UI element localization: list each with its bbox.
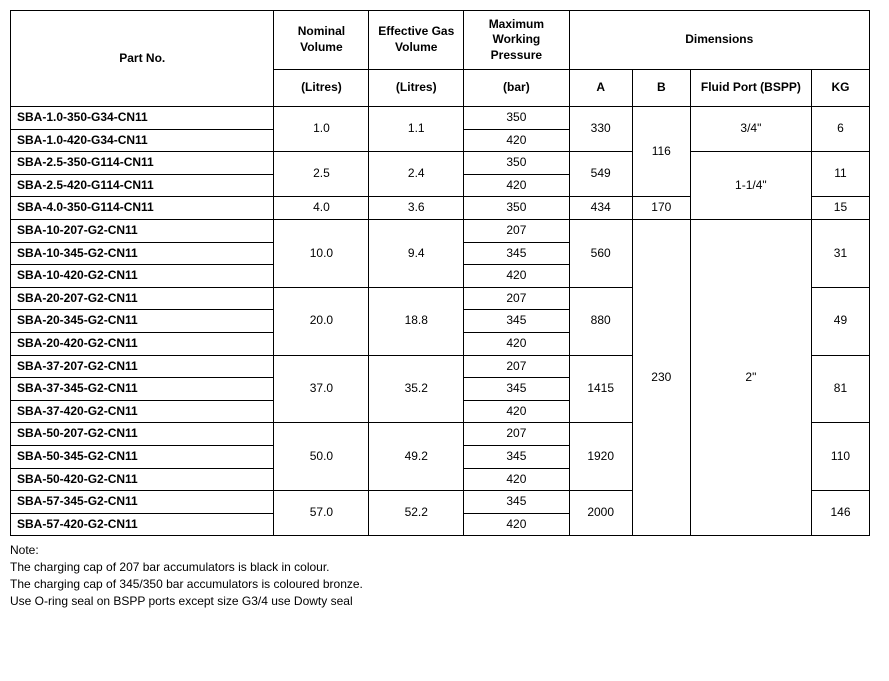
cell-kg: 110 xyxy=(811,423,869,491)
cell-max-working-pressure: 345 xyxy=(464,242,569,265)
header-kg: KG xyxy=(811,70,869,107)
cell-part-no: SBA-20-207-G2-CN11 xyxy=(11,287,274,310)
cell-max-working-pressure: 350 xyxy=(464,152,569,175)
header-a: A xyxy=(569,70,632,107)
cell-max-working-pressure: 345 xyxy=(464,310,569,333)
cell-part-no: SBA-37-420-G2-CN11 xyxy=(11,400,274,423)
notes-line: The charging cap of 345/350 bar accumula… xyxy=(10,576,870,593)
cell-dim-b: 230 xyxy=(632,219,690,535)
cell-fluid-port: 2" xyxy=(690,219,811,535)
cell-max-working-pressure: 420 xyxy=(464,265,569,288)
cell-part-no: SBA-57-345-G2-CN11 xyxy=(11,491,274,514)
cell-dim-a: 1415 xyxy=(569,355,632,423)
cell-kg: 146 xyxy=(811,491,869,536)
header-max-working-pressure: Maximum Working Pressure xyxy=(464,11,569,70)
cell-part-no: SBA-1.0-420-G34-CN11 xyxy=(11,129,274,152)
cell-max-working-pressure: 350 xyxy=(464,107,569,130)
cell-nominal-volume: 37.0 xyxy=(274,355,369,423)
cell-part-no: SBA-50-345-G2-CN11 xyxy=(11,445,274,468)
table-body: SBA-1.0-350-G34-CN111.01.13503301163/4"6… xyxy=(11,107,870,536)
cell-max-working-pressure: 420 xyxy=(464,513,569,536)
cell-fluid-port: 3/4" xyxy=(690,107,811,152)
table-row: SBA-1.0-350-G34-CN111.01.13503301163/4"6 xyxy=(11,107,870,130)
cell-effective-gas-volume: 18.8 xyxy=(369,287,464,355)
cell-nominal-volume: 57.0 xyxy=(274,491,369,536)
cell-part-no: SBA-20-345-G2-CN11 xyxy=(11,310,274,333)
cell-max-working-pressure: 420 xyxy=(464,400,569,423)
cell-max-working-pressure: 207 xyxy=(464,355,569,378)
cell-dim-a: 880 xyxy=(569,287,632,355)
cell-max-working-pressure: 420 xyxy=(464,468,569,491)
cell-effective-gas-volume: 1.1 xyxy=(369,107,464,152)
cell-part-no: SBA-20-420-G2-CN11 xyxy=(11,332,274,355)
cell-max-working-pressure: 345 xyxy=(464,445,569,468)
cell-max-working-pressure: 420 xyxy=(464,129,569,152)
cell-max-working-pressure: 345 xyxy=(464,491,569,514)
cell-nominal-volume: 10.0 xyxy=(274,219,369,287)
cell-effective-gas-volume: 52.2 xyxy=(369,491,464,536)
cell-nominal-volume: 2.5 xyxy=(274,152,369,197)
cell-part-no: SBA-50-420-G2-CN11 xyxy=(11,468,274,491)
cell-part-no: SBA-10-207-G2-CN11 xyxy=(11,219,274,242)
cell-nominal-volume: 50.0 xyxy=(274,423,369,491)
cell-max-working-pressure: 207 xyxy=(464,423,569,446)
cell-max-working-pressure: 207 xyxy=(464,219,569,242)
cell-max-working-pressure: 207 xyxy=(464,287,569,310)
header-litres-2: (Litres) xyxy=(369,70,464,107)
cell-part-no: SBA-37-345-G2-CN11 xyxy=(11,378,274,401)
cell-part-no: SBA-1.0-350-G34-CN11 xyxy=(11,107,274,130)
cell-nominal-volume: 1.0 xyxy=(274,107,369,152)
notes-line: The charging cap of 207 bar accumulators… xyxy=(10,559,870,576)
header-effective-gas-volume: Effective Gas Volume xyxy=(369,11,464,70)
cell-part-no: SBA-57-420-G2-CN11 xyxy=(11,513,274,536)
header-dimensions: Dimensions xyxy=(569,11,869,70)
cell-kg: 6 xyxy=(811,107,869,152)
cell-kg: 11 xyxy=(811,152,869,197)
cell-kg: 81 xyxy=(811,355,869,423)
cell-dim-b: 116 xyxy=(632,107,690,197)
cell-part-no: SBA-2.5-420-G114-CN11 xyxy=(11,174,274,197)
cell-part-no: SBA-10-420-G2-CN11 xyxy=(11,265,274,288)
cell-dim-a: 1920 xyxy=(569,423,632,491)
cell-effective-gas-volume: 2.4 xyxy=(369,152,464,197)
cell-effective-gas-volume: 9.4 xyxy=(369,219,464,287)
cell-dim-a: 549 xyxy=(569,152,632,197)
cell-max-working-pressure: 350 xyxy=(464,197,569,220)
cell-kg: 15 xyxy=(811,197,869,220)
cell-part-no: SBA-37-207-G2-CN11 xyxy=(11,355,274,378)
notes-line: Use O-ring seal on BSPP ports except siz… xyxy=(10,593,870,610)
cell-nominal-volume: 4.0 xyxy=(274,197,369,220)
cell-max-working-pressure: 420 xyxy=(464,332,569,355)
header-nominal-volume: Nominal Volume xyxy=(274,11,369,70)
table-row: SBA-10-207-G2-CN1110.09.42075602302"31 xyxy=(11,219,870,242)
header-bar: (bar) xyxy=(464,70,569,107)
cell-effective-gas-volume: 49.2 xyxy=(369,423,464,491)
cell-dim-a: 330 xyxy=(569,107,632,152)
cell-effective-gas-volume: 3.6 xyxy=(369,197,464,220)
header-litres-1: (Litres) xyxy=(274,70,369,107)
cell-dim-a: 2000 xyxy=(569,491,632,536)
cell-max-working-pressure: 345 xyxy=(464,378,569,401)
cell-dim-a: 560 xyxy=(569,219,632,287)
header-fluid-port: Fluid Port (BSPP) xyxy=(690,70,811,107)
cell-kg: 31 xyxy=(811,219,869,287)
cell-part-no: SBA-50-207-G2-CN11 xyxy=(11,423,274,446)
cell-effective-gas-volume: 35.2 xyxy=(369,355,464,423)
specification-table: Part No. Nominal Volume Effective Gas Vo… xyxy=(10,10,870,536)
cell-kg: 49 xyxy=(811,287,869,355)
notes-section: Note: The charging cap of 207 bar accumu… xyxy=(10,542,870,609)
cell-dim-a: 434 xyxy=(569,197,632,220)
cell-part-no: SBA-2.5-350-G114-CN11 xyxy=(11,152,274,175)
cell-part-no: SBA-10-345-G2-CN11 xyxy=(11,242,274,265)
notes-title: Note: xyxy=(10,542,870,559)
cell-nominal-volume: 20.0 xyxy=(274,287,369,355)
cell-max-working-pressure: 420 xyxy=(464,174,569,197)
cell-dim-b: 170 xyxy=(632,197,690,220)
table-row: SBA-2.5-350-G114-CN112.52.43505491-1/4"1… xyxy=(11,152,870,175)
header-b: B xyxy=(632,70,690,107)
table-header: Part No. Nominal Volume Effective Gas Vo… xyxy=(11,11,870,107)
header-part-no: Part No. xyxy=(11,11,274,107)
cell-part-no: SBA-4.0-350-G114-CN11 xyxy=(11,197,274,220)
cell-fluid-port: 1-1/4" xyxy=(690,152,811,220)
